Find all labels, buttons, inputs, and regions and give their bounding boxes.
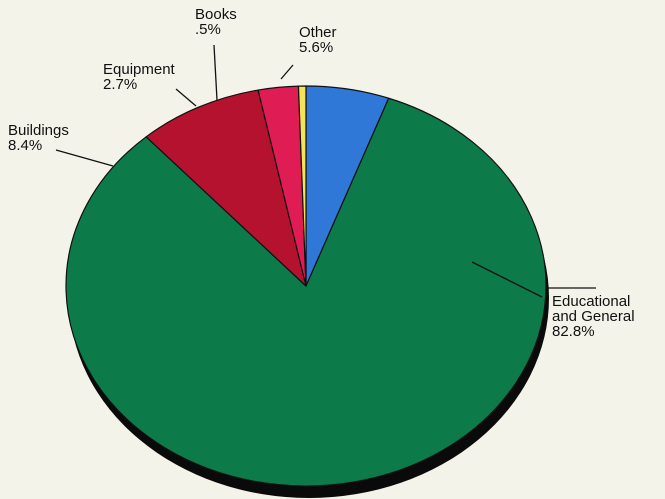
slice-label-line: .5% xyxy=(195,21,221,38)
leader-lines xyxy=(55,44,596,298)
slice-label-line: and General xyxy=(552,308,635,325)
leader-line-books xyxy=(213,44,218,101)
slice-label-line: Books xyxy=(195,6,237,23)
slice-label-buildings: Buildings 8.4% xyxy=(8,122,69,154)
slice-label-line: 5.6% xyxy=(299,39,333,56)
slice-label-equipment: Equipment 2.7% xyxy=(103,61,176,93)
slice-label-line: 82.8% xyxy=(552,323,595,340)
leader-line-other xyxy=(280,64,294,80)
pie-slice-buildings xyxy=(145,89,307,287)
leader-line-educational-and-general xyxy=(471,261,543,298)
slice-label-line: Other xyxy=(299,24,337,41)
slice-label-line: Equipment xyxy=(103,61,176,78)
slice-label-line: Buildings xyxy=(8,122,69,139)
leader-line-equipment xyxy=(175,88,197,107)
slice-label-line: Educational xyxy=(552,293,630,310)
slice-label-line: 2.7% xyxy=(103,76,137,93)
slice-label-other: Other 5.6% xyxy=(299,24,337,56)
slice-label-educational-and-general: Educational and General 82.8% xyxy=(552,293,635,340)
slice-label-books: Books .5% xyxy=(195,6,237,38)
slice-label-line: 8.4% xyxy=(8,137,42,154)
pie-slice-books xyxy=(297,85,307,287)
pie-slices xyxy=(65,85,547,487)
slice-labels: Other 5.6% Educational and General 82.8% Buil… xyxy=(8,6,635,340)
pie-slice-educational-and-general xyxy=(65,97,547,487)
leader-line-buildings xyxy=(55,149,114,167)
